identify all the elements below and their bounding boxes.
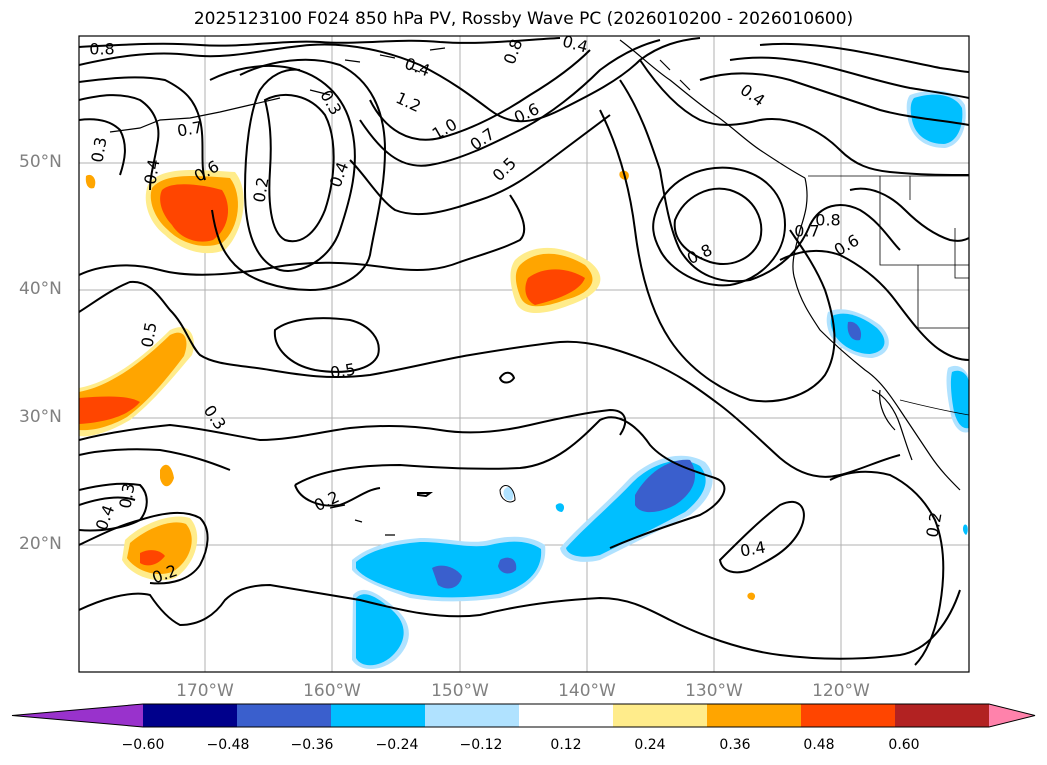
lat-label-40n: 40°N	[19, 279, 62, 299]
pv-contours	[79, 37, 969, 666]
contour-label-text: 0.7	[794, 222, 819, 241]
colorbar	[11, 703, 1036, 728]
contour-label-text: 0.2	[922, 511, 945, 539]
contour-label-text: 0.4	[140, 158, 163, 186]
colorbar-extend-low	[12, 704, 143, 727]
colorbar-tick: 0.60	[888, 737, 920, 753]
colorbar-tick: 0.12	[550, 737, 582, 753]
contour-label: 0.8	[89, 40, 114, 59]
colorbar-tick: −0.48	[206, 737, 250, 753]
contour-label-text: 0.3	[87, 136, 110, 164]
colorbar-tick: 0.48	[803, 737, 835, 753]
colorbar-outline	[11, 703, 1036, 728]
contour-label: 0.5	[329, 359, 357, 382]
lon-label-170w: 170°W	[176, 681, 234, 701]
negative-anomalies	[352, 90, 969, 669]
contour-label-text: 0.7	[176, 117, 204, 140]
map-title: 2025123100 F024 850 hPa PV, Rossby Wave …	[193, 9, 854, 29]
contour-label-text: 0.8	[89, 40, 114, 59]
colorbar-segment	[331, 704, 426, 727]
lat-label-20n: 20°N	[19, 534, 62, 554]
borders	[808, 175, 969, 416]
contour-label-text: 0.3	[115, 482, 138, 510]
colorbar-segment	[707, 704, 802, 727]
plot-frame	[78, 35, 970, 673]
contour-label: 0.3	[115, 482, 138, 510]
colorbar-tick: −0.36	[290, 737, 334, 753]
lon-label-120w: 120°W	[812, 681, 870, 701]
contour-label: 0.3	[87, 136, 110, 164]
contour-label: 0.4	[140, 158, 163, 186]
lon-label-140w: 140°W	[558, 681, 616, 701]
contour-label: 0.2	[249, 176, 272, 204]
colorbar-tick: 0.24	[634, 737, 666, 753]
lon-label-160w: 160°W	[303, 681, 361, 701]
gridlines	[79, 36, 969, 672]
contour-label: 0.7	[176, 117, 204, 140]
contour-label: 0.2	[922, 511, 945, 539]
lat-label-50n: 50°N	[19, 152, 62, 172]
contour-label: 0.8	[815, 211, 840, 230]
colorbar-segment	[613, 704, 708, 727]
lon-label-150w: 150°W	[431, 681, 489, 701]
colorbar-tick: −0.60	[121, 737, 165, 753]
contour-label-text: 0.8	[815, 211, 840, 230]
contour-label: 0.4	[739, 537, 767, 560]
colorbar-segment	[143, 704, 238, 727]
colorbar-segment	[801, 704, 896, 727]
contour-label: 0.7	[794, 222, 819, 241]
colorbar-tick: −0.12	[459, 737, 503, 753]
lat-label-30n: 30°N	[19, 407, 62, 427]
colorbar-segment	[519, 704, 614, 727]
colorbar-segment	[425, 704, 520, 727]
colorbar-segment	[895, 704, 990, 727]
colorbar-tick: −0.24	[375, 737, 419, 753]
contour-label: 0.5	[137, 321, 160, 349]
coastlines	[109, 39, 961, 536]
colorbar-segment	[237, 704, 332, 727]
colorbar-extend-high	[989, 704, 1035, 727]
positive-anomalies	[79, 169, 756, 600]
colorbar-tick: 0.36	[719, 737, 751, 753]
contour-label-text: 0.2	[249, 176, 272, 204]
contour-label-text: 0.5	[329, 359, 357, 382]
contour-label-text: 0.4	[739, 537, 767, 560]
contour-label-text: 0.5	[137, 321, 160, 349]
lon-label-130w: 130°W	[685, 681, 743, 701]
